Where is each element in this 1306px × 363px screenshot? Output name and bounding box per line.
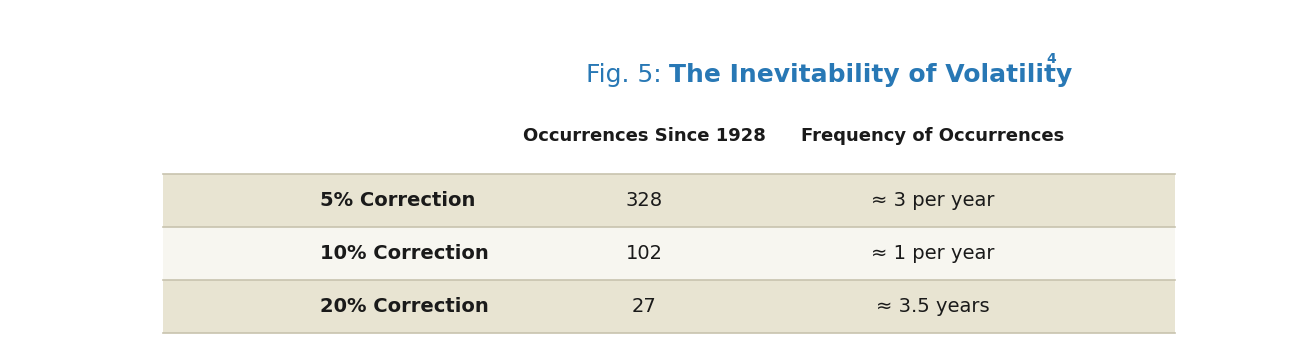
Text: Fig. 5:: Fig. 5: [585,63,670,87]
Text: ≈ 3 per year: ≈ 3 per year [871,191,994,209]
Text: 4: 4 [1046,52,1057,66]
Text: 27: 27 [632,297,657,316]
Text: 5% Correction: 5% Correction [320,191,475,209]
Text: 10% Correction: 10% Correction [320,244,488,263]
Text: Frequency of Occurrences: Frequency of Occurrences [801,127,1064,146]
Text: 102: 102 [626,244,662,263]
Text: Occurrences Since 1928: Occurrences Since 1928 [522,127,765,146]
Bar [163,174,1175,227]
Bar [163,227,1175,280]
Text: ≈ 3.5 years: ≈ 3.5 years [875,297,990,316]
Bar [163,280,1175,333]
Text: The Inevitability of Volatility: The Inevitability of Volatility [670,63,1072,87]
Text: 328: 328 [626,191,662,209]
Text: 20% Correction: 20% Correction [320,297,488,316]
Text: ≈ 1 per year: ≈ 1 per year [871,244,994,263]
